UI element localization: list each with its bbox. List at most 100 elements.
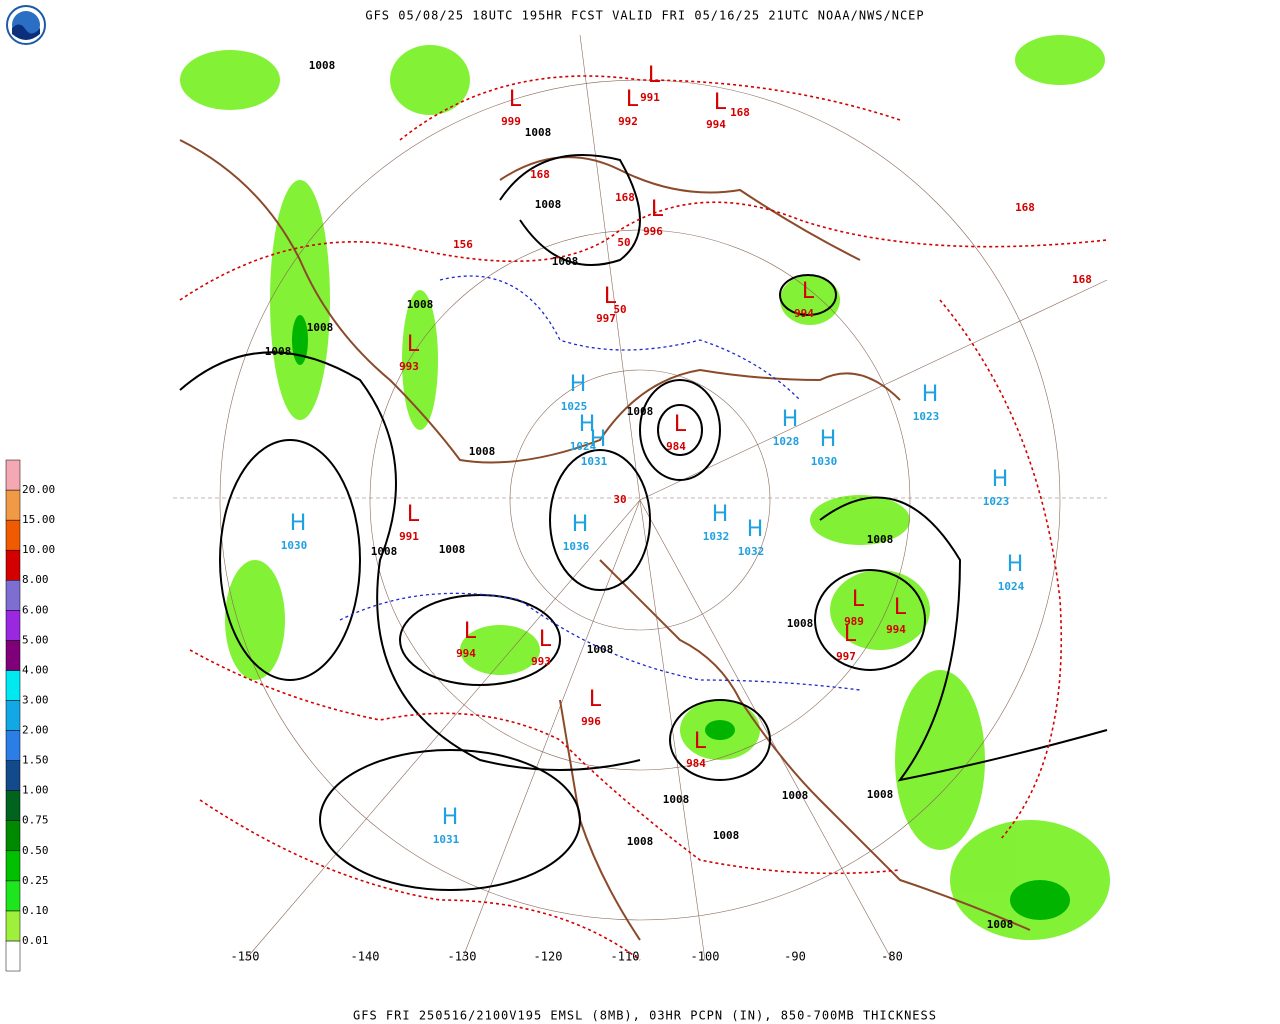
precip (292, 315, 308, 365)
thickness-lines-cold (339, 275, 861, 691)
thickness-label: 30 (613, 493, 626, 506)
meridian (639, 279, 1108, 501)
precip-areas (180, 35, 1110, 940)
center-letter: L (802, 279, 815, 304)
coast (599, 559, 1031, 931)
precip (1015, 35, 1105, 85)
center-value: 1024 (998, 580, 1025, 593)
isobar (179, 351, 641, 771)
center-value: 994 (706, 118, 726, 131)
legend-label: 5.00 (22, 633, 49, 646)
meridian (461, 499, 641, 961)
isobar (399, 594, 561, 686)
isobar-label: 1008 (439, 543, 466, 556)
center-value: 994 (456, 647, 476, 660)
center-value: 992 (618, 115, 638, 128)
center-letter: L (604, 284, 617, 309)
legend-swatch (5, 459, 21, 491)
map-caption: GFS FRI 250516/2100V195 EMSL (8MB), 03HR… (353, 1009, 937, 1023)
longitude-label: -80 (881, 950, 903, 964)
legend-swatch (5, 730, 21, 761)
isobar-label: 1008 (867, 788, 894, 801)
thickness-label: 156 (453, 238, 473, 251)
precip (390, 45, 470, 115)
legend-swatch (5, 549, 21, 581)
isobar (499, 154, 641, 266)
meridian (244, 499, 641, 961)
isobar (779, 274, 837, 316)
precip (950, 820, 1110, 940)
meridian (639, 499, 893, 961)
center-value: 994 (886, 623, 906, 636)
thickness-label: 50 (613, 303, 626, 316)
precip (460, 625, 540, 675)
precip-heavy (292, 315, 1070, 920)
center-value: 1023 (983, 495, 1010, 508)
legend-swatch (5, 910, 21, 942)
isobar-label: 1008 (525, 126, 552, 139)
legend-label: 0.01 (22, 934, 49, 947)
center-value: 1036 (563, 540, 590, 553)
center-letter: L (509, 87, 522, 112)
thickness-line (339, 592, 861, 691)
isobar-label: 1008 (309, 59, 336, 72)
center-value: 1030 (281, 539, 308, 552)
thickness-label: 168 (1072, 273, 1092, 286)
legend-swatch (5, 519, 21, 551)
legend-swatch (5, 579, 21, 611)
center-value: 1028 (773, 435, 800, 448)
isobar-label: 1008 (663, 793, 690, 806)
noaa-logo (6, 5, 46, 45)
center-value: 1031 (433, 833, 460, 846)
center-letter: H (747, 517, 764, 542)
isobar-label: 1008 (627, 835, 654, 848)
longitude-label: -90 (784, 950, 806, 964)
center-value: 984 (666, 440, 686, 453)
center-letter: L (674, 412, 687, 437)
precip (180, 50, 280, 110)
isobar (319, 749, 581, 891)
isobar (657, 404, 703, 456)
legend-label: 2.00 (22, 724, 49, 737)
isobar-label: 1008 (265, 345, 292, 358)
center-value: 994 (794, 307, 814, 320)
isobar-label: 1008 (713, 829, 740, 842)
center-value: 1024 (570, 440, 597, 453)
thickness-line (439, 275, 801, 401)
legend-label: 1.50 (22, 754, 49, 767)
center-letter: H (782, 407, 799, 432)
thickness-label: 168 (1015, 201, 1035, 214)
center-value: 1025 (561, 400, 588, 413)
center-letter: L (407, 332, 420, 357)
center-value: 984 (686, 757, 706, 770)
center-value: 989 (844, 615, 864, 628)
map-area: H1030H1031H1025H1024H1031H1036H1023H1028… (173, 34, 1110, 966)
center-letter: L (589, 687, 602, 712)
latitude-circle (509, 369, 771, 631)
center-letter: H (570, 372, 587, 397)
thickness-lines (179, 75, 1108, 961)
legend-swatch (5, 760, 21, 791)
legend-label: 0.10 (22, 904, 49, 917)
center-letter: L (407, 502, 420, 527)
isobar-label: 1008 (782, 789, 809, 802)
meridian (579, 34, 641, 501)
precip (1010, 880, 1070, 920)
isobar-label: 1008 (535, 198, 562, 211)
legend-swatch (5, 820, 21, 852)
isobars (179, 154, 1108, 891)
center-letter: H (442, 805, 459, 830)
isobar-label: 1008 (407, 298, 434, 311)
thickness-label: 50 (617, 236, 630, 249)
legend-label: 20.00 (22, 483, 55, 496)
thickness-label: 168 (530, 168, 550, 181)
isobar-label: 1008 (469, 445, 496, 458)
legend-label: 6.00 (22, 603, 49, 616)
coast (179, 139, 901, 464)
longitude-label: -120 (534, 950, 563, 964)
center-value: 999 (501, 115, 521, 128)
center-letter: H (590, 427, 607, 452)
legend-swatch (5, 940, 21, 972)
center-value: 996 (581, 715, 601, 728)
isobar-label: 1008 (307, 321, 334, 334)
